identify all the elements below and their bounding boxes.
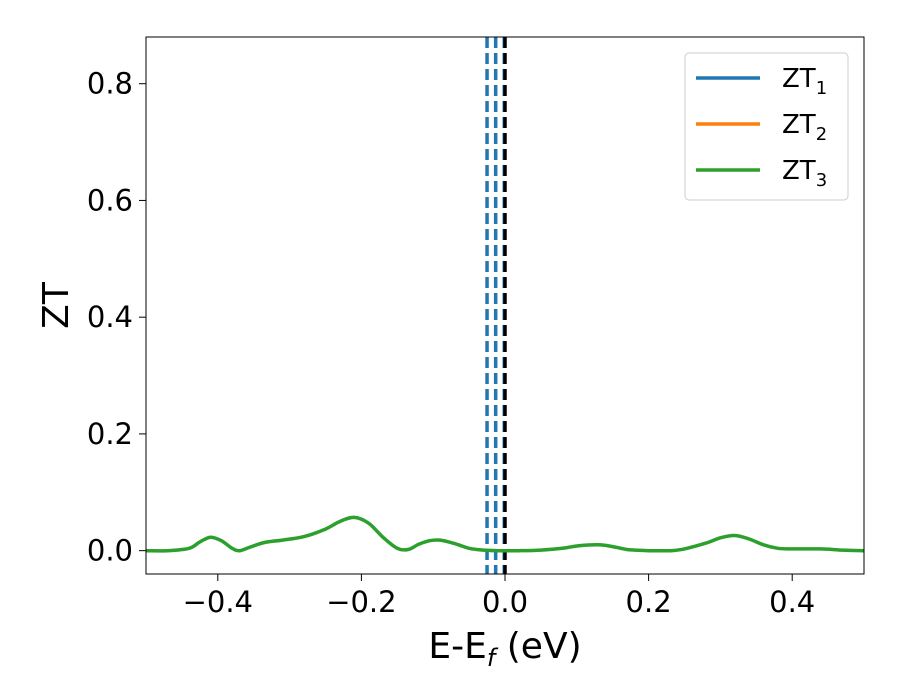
y-tick-label: 0.4 [87,300,133,334]
y-tick-label: 0.0 [87,534,133,568]
y-tick-label: 0.2 [87,417,133,451]
plot-frame [145,36,865,575]
x-axis-label: E-Ef (eV) [428,626,581,672]
x-tick-label: −0.4 [183,585,253,619]
y-tick-label: 0.6 [87,183,133,217]
x-tick-label: 0.0 [482,585,528,619]
series-lines [145,515,865,553]
x-axis-label-main: E-E [428,626,486,667]
x-tick-label: 0.2 [626,585,672,619]
legend-label: ZT2 [782,110,827,145]
legend-label: ZT3 [782,156,827,191]
x-tick-label: −0.2 [326,585,396,619]
legend-label: ZT1 [782,64,827,99]
x-tick-label: 0.4 [769,585,815,619]
legend-box [684,52,849,201]
legend: ZT1 ZT2 ZT3 [684,52,849,201]
series-line-3 [145,515,865,553]
reference-lines [485,37,507,574]
ticks-layer: −0.4 −0.2 0.0 0.2 0.4 0.0 0.2 0.4 0.6 0.8 [87,67,815,619]
x-axis-label-unit: (eV) [495,626,581,667]
y-axis-label: ZT [36,281,77,329]
y-tick-label: 0.8 [87,67,133,101]
